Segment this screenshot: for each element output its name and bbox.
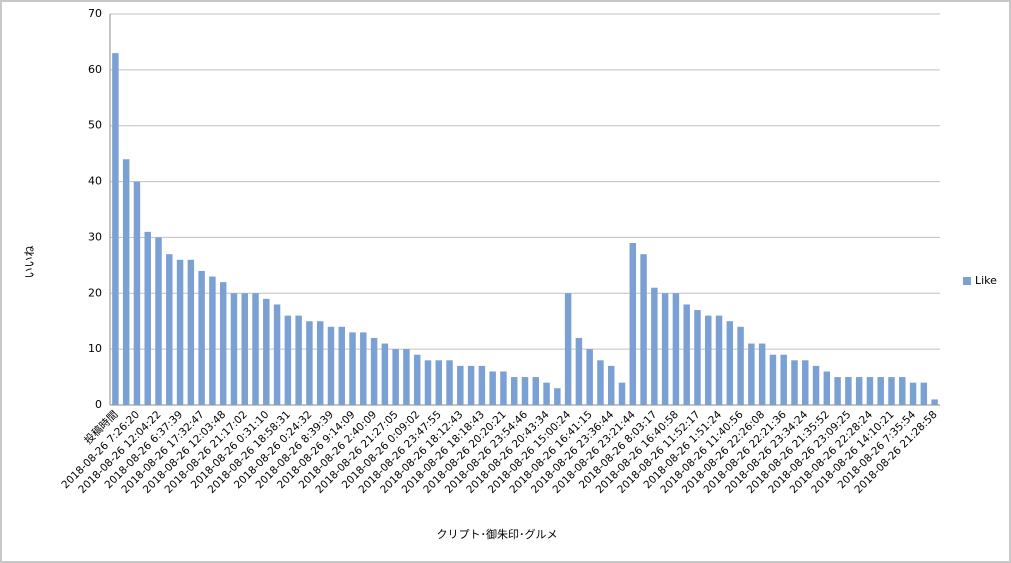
- bar: [263, 298, 270, 405]
- bar: [866, 377, 874, 405]
- bar: [575, 337, 583, 405]
- bar: [748, 343, 755, 405]
- bar: [672, 293, 680, 405]
- bar: [392, 349, 399, 405]
- bar: [812, 365, 820, 405]
- bar: [122, 159, 130, 405]
- bar: [241, 293, 248, 405]
- bar: [381, 343, 389, 405]
- bar: [316, 321, 324, 405]
- bar: [834, 377, 841, 405]
- bar: [608, 365, 615, 405]
- bar: [877, 377, 884, 405]
- bar: [403, 349, 410, 405]
- bar: [651, 287, 658, 405]
- bar: [802, 360, 809, 405]
- bar: [597, 360, 604, 405]
- bar: [478, 365, 486, 405]
- bar: [769, 354, 777, 405]
- bar: [640, 254, 647, 405]
- bar: [855, 377, 863, 405]
- bar: [166, 254, 173, 405]
- bar: [176, 259, 184, 405]
- bar: [349, 332, 356, 405]
- bar: [532, 377, 540, 405]
- bar: [629, 243, 637, 405]
- bar: [360, 332, 367, 405]
- bar: [758, 343, 766, 405]
- bar: [931, 399, 938, 405]
- bar: [273, 304, 281, 405]
- legend-swatch: [963, 277, 971, 285]
- bar: [661, 293, 669, 405]
- bar: [705, 315, 712, 405]
- bar: [230, 293, 238, 405]
- bar: [500, 371, 507, 405]
- y-tick-label: 10: [88, 342, 102, 355]
- y-axis-label: いいね: [23, 246, 36, 279]
- bar: [489, 371, 496, 405]
- bar: [144, 231, 151, 405]
- y-tick-label: 0: [95, 398, 102, 411]
- bar: [888, 377, 895, 405]
- bar: [920, 382, 928, 405]
- bar: [618, 382, 626, 405]
- y-tick-label: 30: [88, 230, 102, 243]
- bar: [554, 388, 561, 405]
- bar: [899, 377, 906, 405]
- bar: [780, 354, 787, 405]
- bar: [133, 181, 141, 405]
- bar: [791, 360, 798, 405]
- bar: [198, 270, 205, 405]
- bar: [457, 365, 464, 405]
- bar: [737, 326, 744, 405]
- bar: [219, 282, 227, 405]
- bar: [155, 237, 162, 405]
- bar: [306, 321, 313, 405]
- bar: [252, 293, 259, 405]
- y-tick-label: 60: [88, 63, 102, 76]
- y-tick-label: 50: [88, 119, 102, 132]
- bar: [823, 371, 831, 405]
- bar: [510, 377, 518, 405]
- bar: [413, 354, 421, 405]
- bar: [845, 377, 852, 405]
- bar: [209, 276, 216, 405]
- bar: [446, 360, 453, 405]
- bar: [112, 53, 119, 405]
- bar: [909, 382, 917, 405]
- bar: [726, 321, 734, 405]
- bar: [586, 349, 593, 405]
- bar: [694, 310, 701, 405]
- bar: [327, 326, 335, 405]
- bar: [564, 293, 572, 405]
- bar: [370, 337, 378, 405]
- x-axis-label: クリプト･御朱印･グルメ: [437, 527, 558, 541]
- bar: [424, 360, 432, 405]
- bar: [715, 315, 723, 405]
- y-tick-label: 40: [88, 175, 102, 188]
- bar: [435, 360, 442, 405]
- bar: [187, 259, 195, 405]
- bar: [295, 315, 302, 405]
- bar: [683, 304, 690, 405]
- y-tick-label: 20: [88, 286, 102, 299]
- bar: [467, 365, 475, 405]
- y-tick-label: 70: [88, 7, 102, 20]
- legend-label: Like: [975, 274, 997, 287]
- bar: [338, 326, 345, 405]
- bar: [284, 315, 292, 405]
- bar: [521, 377, 529, 405]
- bar: [543, 382, 550, 405]
